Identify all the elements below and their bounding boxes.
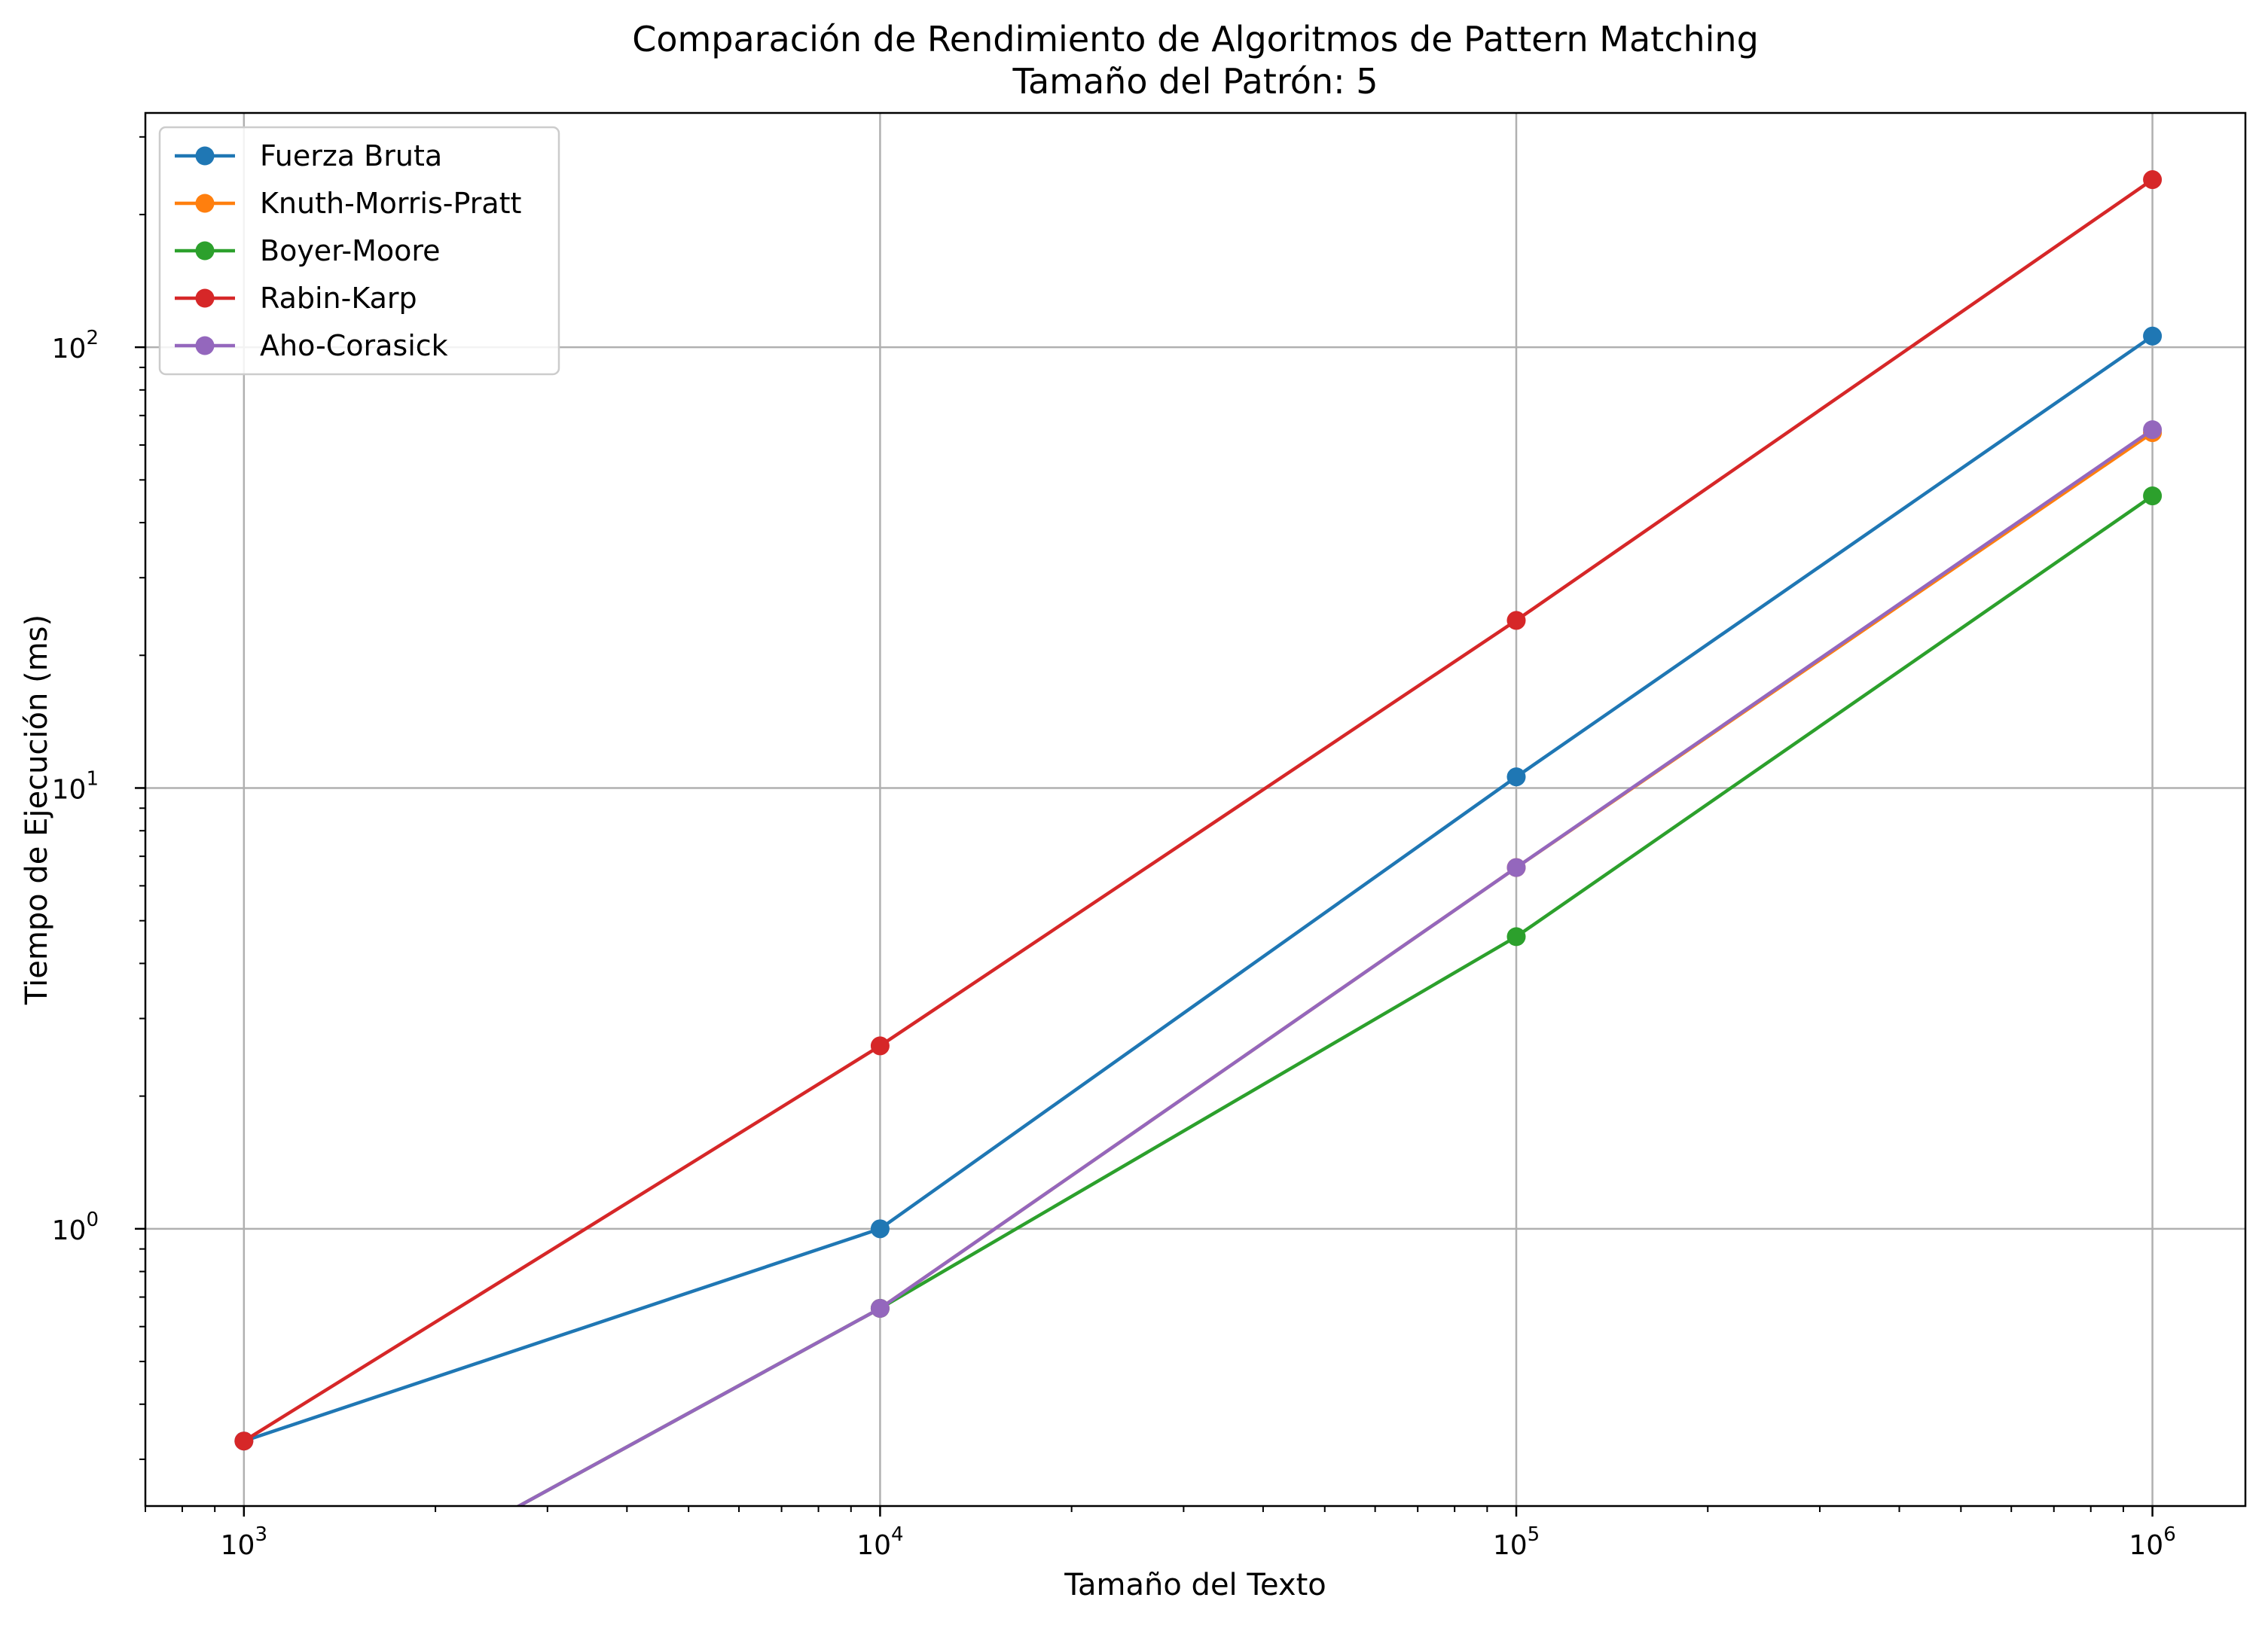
series-line bbox=[515, 428, 2154, 1506]
y-axis-label: Tiempo de Ejecución (ms) bbox=[20, 614, 54, 1005]
minor-ticks bbox=[139, 136, 2124, 1512]
data-point bbox=[1506, 927, 1526, 947]
data-point bbox=[2143, 170, 2163, 190]
series-3 bbox=[234, 170, 2163, 1451]
y-tick-label: 102 bbox=[52, 327, 99, 364]
data-point bbox=[1506, 767, 1526, 787]
legend-marker-swatch bbox=[195, 241, 215, 261]
x-axis-label: Tamaño del Texto bbox=[1064, 1568, 1326, 1602]
x-tick-exponent: 3 bbox=[255, 1523, 267, 1546]
legend-label: Fuerza Bruta bbox=[260, 139, 442, 172]
data-point bbox=[2143, 420, 2163, 440]
legend-items: Fuerza Bruta Knuth-Morris-Pratt Boyer-Moor… bbox=[175, 139, 521, 362]
legend-item: Rabin-Karp bbox=[175, 282, 417, 315]
legend-frame bbox=[158, 126, 560, 376]
y-tick-exponent: 1 bbox=[86, 767, 99, 790]
legend-marker-swatch bbox=[195, 146, 215, 166]
legend-item: Boyer-Moore bbox=[175, 234, 441, 267]
data-point bbox=[870, 1219, 890, 1239]
x-tick-exponent: 4 bbox=[891, 1523, 904, 1546]
x-tick-exponent: 5 bbox=[1528, 1523, 1540, 1546]
series-line bbox=[243, 178, 2154, 1443]
plot-frame bbox=[144, 111, 2247, 1508]
legend-marker-swatch bbox=[195, 288, 215, 308]
legend-item: Fuerza Bruta bbox=[175, 139, 442, 172]
series-lines bbox=[234, 170, 2163, 1506]
legend-label: Boyer-Moore bbox=[260, 234, 441, 267]
y-tick-exponent: 2 bbox=[86, 327, 99, 349]
data-point bbox=[870, 1298, 890, 1318]
legend-label: Aho-Corasick bbox=[260, 329, 448, 362]
data-point bbox=[1506, 858, 1526, 877]
data-point bbox=[870, 1036, 890, 1056]
legend: Fuerza Bruta Knuth-Morris-Pratt Boyer-Moor… bbox=[158, 126, 560, 376]
legend-item: Knuth-Morris-Pratt bbox=[175, 187, 521, 220]
series-4 bbox=[515, 420, 2163, 1506]
data-point bbox=[2143, 326, 2163, 346]
y-tick-exponent: 0 bbox=[86, 1209, 99, 1231]
legend-item: Aho-Corasick bbox=[175, 329, 448, 362]
legend-label: Rabin-Karp bbox=[260, 282, 417, 315]
major-ticks bbox=[135, 346, 2154, 1517]
data-point bbox=[2143, 486, 2163, 506]
chart-title: Comparación de Rendimiento de Algoritmos… bbox=[632, 19, 1759, 59]
legend-marker-swatch bbox=[195, 194, 215, 213]
x-tick-exponent: 6 bbox=[2163, 1523, 2176, 1546]
data-point bbox=[1506, 611, 1526, 630]
series-line bbox=[243, 334, 2154, 1443]
chart-subtitle: Tamaño del Patrón: 5 bbox=[1012, 61, 1378, 102]
data-point bbox=[234, 1431, 254, 1451]
legend-label: Knuth-Morris-Pratt bbox=[260, 187, 521, 220]
legend-marker-swatch bbox=[195, 336, 215, 355]
